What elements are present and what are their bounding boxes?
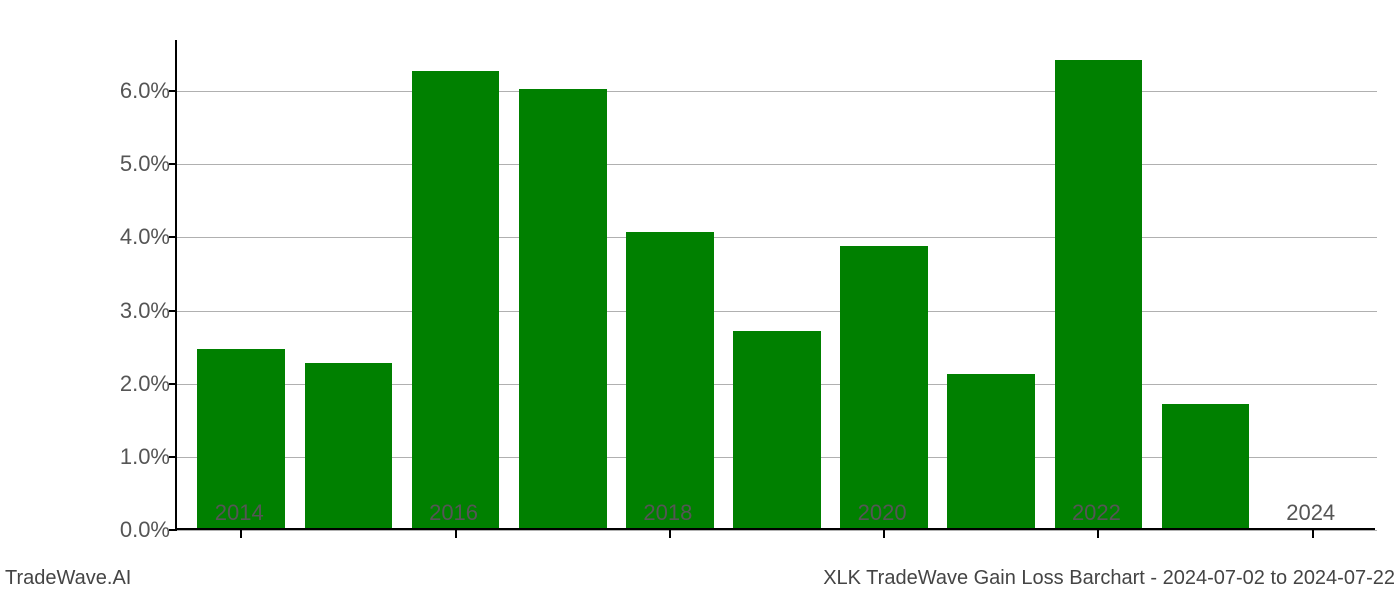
plot-area: [175, 40, 1375, 530]
x-tick-label: 2022: [1072, 500, 1121, 526]
bar-2018: [626, 232, 714, 528]
x-tick-mark: [1312, 530, 1314, 538]
y-tick-mark: [169, 383, 177, 385]
gridline: [177, 237, 1377, 238]
bar-2015: [305, 363, 393, 528]
x-tick-label: 2016: [429, 500, 478, 526]
y-tick-mark: [169, 163, 177, 165]
bar-2022: [1055, 60, 1143, 528]
x-tick-label: 2018: [643, 500, 692, 526]
y-tick-label: 4.0%: [90, 224, 170, 250]
footer-right: XLK TradeWave Gain Loss Barchart - 2024-…: [823, 567, 1395, 590]
footer-left: TradeWave.AI: [5, 567, 131, 590]
bar-2017: [519, 89, 607, 528]
y-tick-label: 5.0%: [90, 151, 170, 177]
x-tick-mark: [669, 530, 671, 538]
y-tick-mark: [169, 236, 177, 238]
y-tick-label: 0.0%: [90, 517, 170, 543]
x-tick-mark: [455, 530, 457, 538]
y-tick-label: 3.0%: [90, 298, 170, 324]
bar-2021: [947, 374, 1035, 528]
y-tick-label: 1.0%: [90, 444, 170, 470]
x-tick-label: 2014: [215, 500, 264, 526]
gridline: [177, 530, 1377, 531]
y-tick-mark: [169, 310, 177, 312]
bar-2016: [412, 71, 500, 528]
y-tick-mark: [169, 529, 177, 531]
y-tick-mark: [169, 456, 177, 458]
chart-container: [175, 40, 1375, 530]
x-tick-mark: [1097, 530, 1099, 538]
bar-2023: [1162, 404, 1250, 528]
x-tick-label: 2020: [858, 500, 907, 526]
bar-2019: [733, 331, 821, 528]
bar-2020: [840, 246, 928, 528]
x-tick-mark: [883, 530, 885, 538]
x-tick-mark: [240, 530, 242, 538]
y-tick-label: 2.0%: [90, 371, 170, 397]
y-tick-label: 6.0%: [90, 78, 170, 104]
y-tick-mark: [169, 90, 177, 92]
x-tick-label: 2024: [1286, 500, 1335, 526]
gridline: [177, 164, 1377, 165]
gridline: [177, 311, 1377, 312]
gridline: [177, 91, 1377, 92]
